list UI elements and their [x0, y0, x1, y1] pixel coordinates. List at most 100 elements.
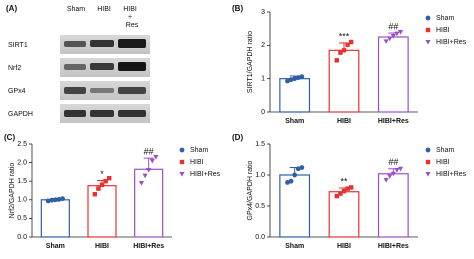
point [138, 181, 145, 186]
bar [377, 36, 409, 113]
point [425, 40, 431, 45]
point [299, 74, 305, 80]
point [56, 197, 62, 202]
panel-label: (C) [4, 133, 15, 142]
point [107, 176, 112, 181]
blot-image [60, 35, 150, 123]
point [295, 75, 301, 81]
significance: ## [144, 147, 154, 157]
y-tick-label: 2.0 [17, 159, 27, 166]
point [285, 78, 290, 84]
x-tick-label: Sham [46, 243, 65, 250]
bar [279, 174, 311, 238]
legend-label: HIBI [436, 159, 450, 166]
point [285, 180, 290, 185]
x-tick-label: HIBI+Res [133, 243, 164, 250]
point [383, 39, 389, 44]
bar [134, 168, 164, 238]
y-tick-label: 1.0 [255, 172, 265, 179]
point [387, 174, 393, 179]
point [142, 173, 148, 179]
point [341, 188, 347, 194]
column-label: HIBI [123, 6, 137, 13]
column-label: + [128, 14, 132, 21]
bar-chart: (D) GPx4/GAPDH ratio 0.0 0.5 1.0 1.5 Sham Sham *… [232, 133, 467, 250]
legend-label: HIBI [190, 159, 204, 166]
point [179, 159, 185, 165]
bar-chart: (C) Nrf2/GAPDH ratio 0.0 0.5 1.0 1.5 2.0 2.5 Sha… [4, 133, 221, 250]
point [45, 198, 51, 204]
panel-label: (D) [232, 133, 243, 142]
point [292, 172, 298, 178]
row-label: GPx4 [8, 88, 26, 95]
point [394, 31, 400, 37]
row-label: SIRT1 [8, 42, 28, 49]
y-tick-label: 2.5 [17, 141, 27, 148]
legend-label: HIBI+Res [436, 171, 467, 178]
legend-label: Sham [190, 147, 208, 154]
y-tick-label: 0 [261, 109, 265, 116]
point [397, 166, 404, 172]
significance: ** [340, 176, 348, 186]
point [338, 191, 343, 196]
y-tick-label: 1.5 [17, 178, 27, 185]
point [349, 185, 354, 190]
point [288, 77, 294, 83]
significance: ## [388, 21, 398, 31]
point [425, 147, 431, 153]
y-axis-label: SIRT1/GAPDH ratio [247, 31, 254, 93]
point [425, 15, 431, 21]
row-label: GAPDH [8, 111, 33, 118]
y-tick-label: 0.0 [255, 234, 265, 241]
panel-label: (A) [6, 4, 17, 13]
x-tick-label: HIBI [337, 243, 351, 250]
point [52, 197, 58, 203]
legend-label: Sham [436, 15, 454, 22]
point [349, 39, 354, 45]
column-label: Sham [67, 6, 85, 13]
bar-chart: (B) SIRT1/GAPDH ratio 0 1 2 3 Sham Sham *** HIBI H… [232, 4, 467, 125]
point [149, 158, 155, 164]
point [292, 76, 298, 82]
y-tick-label: 1.0 [17, 197, 27, 204]
point [390, 34, 396, 39]
y-tick-label: 0.0 [17, 234, 27, 241]
row-label: Nrf2 [8, 65, 21, 72]
column-label: HIBI [97, 6, 111, 13]
point [338, 50, 343, 55]
y-tick-label: 2 [261, 42, 265, 49]
legend-label: HIBI [436, 27, 450, 34]
bar [40, 199, 70, 238]
point [49, 197, 55, 203]
point [179, 172, 185, 177]
column-label: Res [126, 22, 139, 29]
point [345, 42, 350, 47]
point [92, 192, 97, 197]
point [425, 159, 431, 165]
point [334, 58, 339, 63]
point [96, 186, 101, 191]
error-bar [143, 157, 154, 170]
significance: * [100, 169, 104, 179]
point [60, 196, 65, 202]
x-tick-label: HIBI+Res [378, 243, 409, 250]
point [425, 27, 431, 33]
point [397, 30, 404, 35]
legend-label: HIBI+Res [436, 39, 467, 46]
point [288, 178, 294, 184]
legend-label: HIBI+Res [190, 171, 221, 178]
point [99, 182, 105, 188]
x-tick-label: Sham [285, 118, 304, 125]
bar [87, 185, 117, 238]
point [179, 147, 185, 153]
point [103, 179, 108, 184]
point [341, 48, 347, 53]
point [334, 193, 339, 199]
point [394, 168, 400, 173]
y-tick-label: 3 [261, 9, 265, 16]
panel-label: (B) [232, 4, 243, 13]
point [299, 165, 305, 170]
legend-label: Sham [436, 147, 454, 154]
point [345, 186, 350, 191]
